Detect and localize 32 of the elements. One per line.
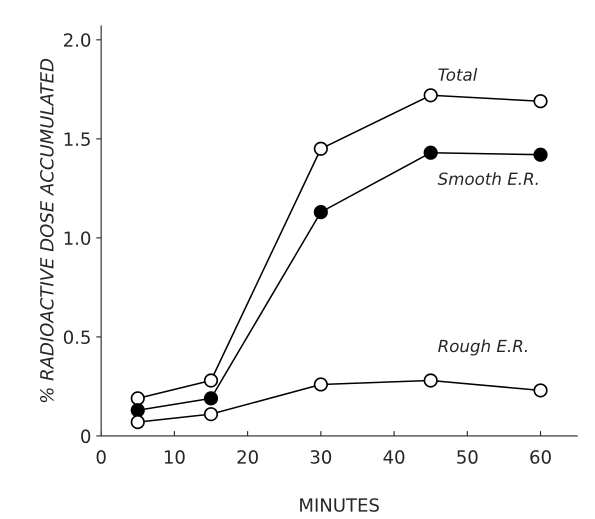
x-tick-label: 40 <box>383 450 404 464</box>
point <box>533 383 548 398</box>
point <box>204 407 218 422</box>
x-tick-label: 30 <box>310 450 332 464</box>
y-axis-title: % RADIOACTIVE DOSE ACCUMULATED <box>40 58 54 402</box>
point <box>314 377 328 392</box>
point <box>424 146 438 160</box>
point <box>533 94 548 108</box>
y-tick-label: 1.0 <box>64 231 90 246</box>
series-label: Smooth E.R. <box>438 172 538 186</box>
x-tick-label: 10 <box>164 450 185 464</box>
y-tick-label: 2.0 <box>64 33 90 47</box>
point <box>130 415 145 430</box>
point <box>204 391 218 406</box>
x-tick-label: 0 <box>96 450 106 464</box>
y-tick-label: 1.5 <box>64 132 90 146</box>
x-axis-title: MINUTES <box>300 498 379 512</box>
point <box>204 373 218 388</box>
y-tick-label: 0.5 <box>64 330 90 344</box>
y-tick-label: 0 <box>81 429 90 444</box>
x-tick-label: 50 <box>457 450 478 464</box>
point <box>314 142 328 156</box>
x-tick-label: 60 <box>530 450 551 464</box>
series-label: Total <box>438 68 478 81</box>
x-tick-label: 20 <box>237 450 258 464</box>
series-label: Rough E.R. <box>438 339 527 356</box>
point <box>424 88 438 102</box>
point <box>424 373 438 388</box>
point <box>314 205 328 220</box>
point <box>533 148 548 162</box>
point <box>130 391 145 406</box>
point <box>130 403 145 418</box>
